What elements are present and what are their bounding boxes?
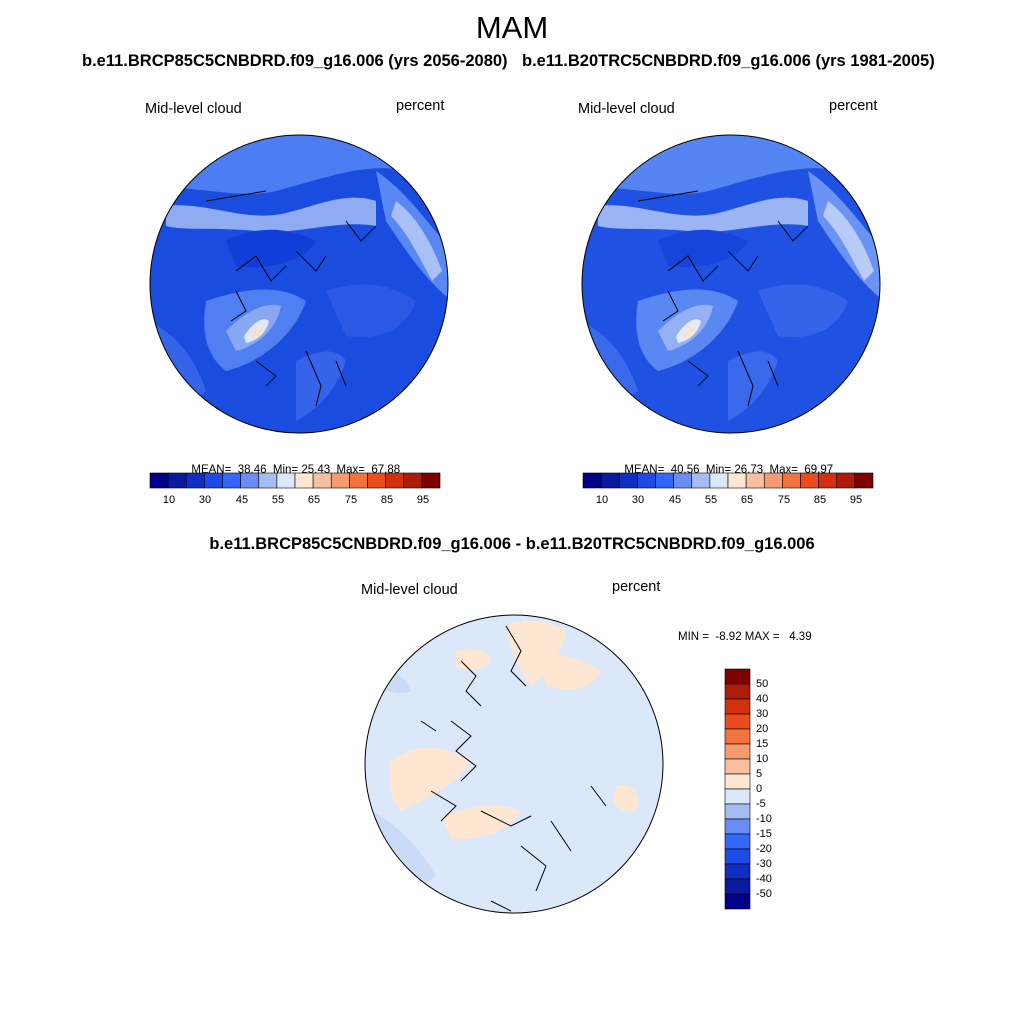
colorbar-swatch (724, 848, 751, 865)
difference-colorbar-tick: 5 (756, 768, 763, 780)
colorbar-swatch (204, 472, 223, 489)
colorbar-swatch (724, 743, 751, 760)
colorbar-swatch (637, 472, 656, 489)
difference-colorbar-tick: -20 (756, 843, 772, 855)
colorbar-swatch (330, 472, 350, 489)
difference-colorbar-tick: 15 (756, 738, 769, 750)
panel-right-variable-label: Mid-level cloud (578, 101, 675, 117)
panel-left-map (149, 134, 449, 434)
colorbar-swatch (276, 472, 296, 489)
difference-colorbar (724, 668, 751, 910)
colorbar-swatch (185, 472, 205, 489)
colorbar-swatch (673, 472, 693, 489)
panel-left-colorbar-tick: 65 (307, 494, 321, 506)
colorbar-swatch (149, 472, 169, 489)
colorbar-swatch (724, 863, 751, 880)
colorbar-swatch (655, 472, 674, 489)
colorbar-swatch (582, 472, 602, 489)
colorbar-swatch (724, 728, 751, 745)
colorbar-swatch (167, 472, 187, 489)
difference-minmax: MIN = -8.92 MAX = 4.39 (678, 631, 812, 643)
colorbar-swatch (312, 472, 332, 489)
difference-colorbar-tick: 50 (756, 678, 769, 690)
colorbar-swatch (724, 893, 751, 910)
panel-right-colorbar-tick: 10 (595, 494, 609, 506)
colorbar-swatch (618, 472, 638, 489)
colorbar-swatch (367, 472, 386, 489)
difference-colorbar-tick: -5 (756, 798, 766, 810)
difference-colorbar-tick: 40 (756, 693, 769, 705)
colorbar-swatch (349, 472, 368, 489)
panel-left-run-title: b.e11.BRCP85C5CNBDRD.f09_g16.006 (yrs 20… (82, 52, 508, 70)
colorbar-swatch (763, 472, 783, 489)
panel-right-colorbar-tick: 75 (777, 494, 791, 506)
colorbar-swatch (724, 833, 751, 850)
colorbar-swatch (724, 713, 751, 730)
panel-left-colorbar-tick: 45 (235, 494, 249, 506)
colorbar-swatch (745, 472, 765, 489)
difference-colorbar-tick: 30 (756, 708, 769, 720)
panel-right-colorbar-tick: 95 (849, 494, 863, 506)
panel-right-colorbar-tick: 30 (631, 494, 645, 506)
difference-colorbar-tick: 10 (756, 753, 769, 765)
colorbar-swatch (818, 472, 838, 489)
panel-left-units-label: percent (396, 98, 445, 114)
colorbar-swatch (222, 472, 241, 489)
colorbar-swatch (854, 472, 874, 489)
colorbar-swatch (724, 818, 751, 835)
panel-left-variable-label: Mid-level cloud (145, 101, 242, 117)
colorbar-swatch (724, 698, 751, 715)
colorbar-swatch (294, 472, 314, 489)
panel-left-colorbar-tick: 55 (271, 494, 285, 506)
difference-colorbar-tick: -10 (756, 813, 772, 825)
difference-colorbar-tick: 20 (756, 723, 769, 735)
colorbar-swatch (403, 472, 423, 489)
colorbar-swatch (240, 472, 260, 489)
panel-right-colorbar-tick: 45 (668, 494, 682, 506)
difference-colorbar-tick: 0 (756, 783, 763, 795)
difference-map (364, 614, 664, 914)
colorbar-swatch (600, 472, 620, 489)
panel-left-colorbar-tick: 85 (380, 494, 394, 506)
colorbar-swatch (724, 803, 751, 820)
difference-colorbar-tick: -40 (756, 873, 772, 885)
colorbar-swatch (258, 472, 278, 489)
panel-right-colorbar-tick: 65 (740, 494, 754, 506)
colorbar-swatch (421, 472, 441, 489)
colorbar-swatch (724, 758, 751, 775)
colorbar-swatch (691, 472, 711, 489)
panel-left-colorbar (149, 472, 441, 489)
colorbar-swatch (724, 668, 751, 685)
colorbar-swatch (800, 472, 819, 489)
colorbar-swatch (385, 472, 405, 489)
panel-right-units-label: percent (829, 98, 878, 114)
main-title: MAM (475, 10, 549, 45)
colorbar-swatch (836, 472, 856, 489)
difference-title: b.e11.BRCP85C5CNBDRD.f09_g16.006 - b.e11… (209, 535, 815, 553)
panel-right-run-title: b.e11.B20TRC5CNBDRD.f09_g16.006 (yrs 198… (522, 52, 935, 70)
panel-right-map (581, 134, 881, 434)
panel-left-colorbar-tick: 75 (344, 494, 358, 506)
difference-variable-label: Mid-level cloud (361, 582, 458, 598)
panel-right-colorbar-tick: 85 (813, 494, 827, 506)
panel-right-colorbar-tick: 55 (704, 494, 718, 506)
colorbar-swatch (724, 683, 751, 700)
panel-left-colorbar-tick: 30 (198, 494, 212, 506)
difference-units-label: percent (612, 579, 661, 595)
panel-right-colorbar (582, 472, 874, 489)
colorbar-swatch (724, 878, 751, 895)
difference-colorbar-tick: -30 (756, 858, 772, 870)
colorbar-swatch (724, 773, 751, 790)
panel-left-colorbar-tick: 95 (416, 494, 430, 506)
colorbar-swatch (782, 472, 801, 489)
colorbar-swatch (724, 788, 751, 805)
colorbar-swatch (709, 472, 729, 489)
difference-colorbar-tick: -50 (756, 888, 772, 900)
colorbar-swatch (727, 472, 747, 489)
panel-left-colorbar-tick: 10 (162, 494, 176, 506)
difference-colorbar-tick: -15 (756, 828, 772, 840)
